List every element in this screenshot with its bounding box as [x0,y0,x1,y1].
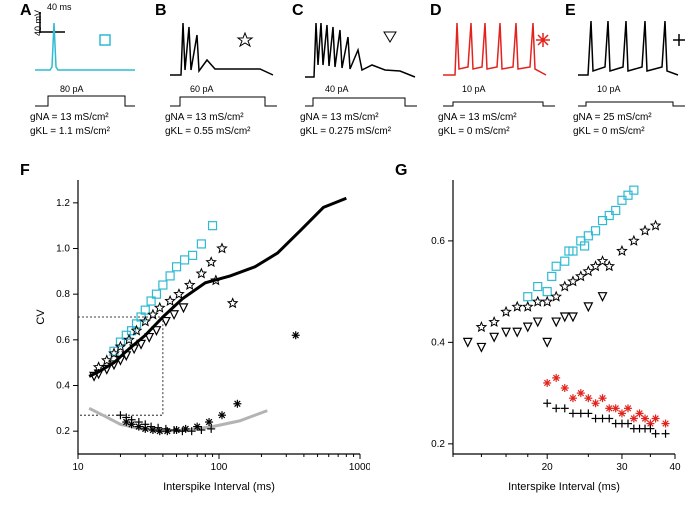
panel-a-stim-label: 80 pA [60,84,84,94]
panel-b-trace [165,15,280,90]
panel-b-stim [165,92,280,110]
panel-d-gkl: gKL = 0 mS/cm² [438,126,510,139]
scale-x: 40 ms [47,2,72,12]
svg-text:0.2: 0.2 [56,426,70,437]
svg-text:1.0: 1.0 [56,244,70,255]
panel-c-stim [300,92,420,110]
svg-text:CV: CV [35,309,47,325]
svg-text:0.6: 0.6 [56,335,70,346]
svg-text:1.2: 1.2 [56,198,70,209]
panel-a-gna: gNA = 13 mS/cm² [30,112,109,125]
panel-e-stim [573,92,688,110]
panel-c-gna: gNA = 13 mS/cm² [300,112,379,125]
panel-e-gkl: gKL = 0 mS/cm² [573,126,645,139]
panel-d-gna: gNA = 13 mS/cm² [438,112,517,125]
panel-c-gkl: gKL = 0.275 mS/cm² [300,126,391,139]
panel-c-trace [300,15,420,90]
svg-text:20: 20 [542,462,554,473]
panel-a-stim [30,92,140,110]
panel-a-trace [30,15,140,90]
svg-text:1000: 1000 [349,462,370,473]
panel-b-gkl: gKL = 0.55 mS/cm² [165,126,251,139]
svg-text:Interspike Interval (ms): Interspike Interval (ms) [163,481,275,493]
panel-e-stim-label: 10 pA [597,84,621,94]
svg-text:100: 100 [211,462,228,473]
panel-f-chart: 0.2 0.4 0.6 0.8 1.0 1.2 10 100 1000 Interspike In… [30,170,370,500]
svg-text:0.4: 0.4 [56,381,70,392]
svg-text:0.6: 0.6 [431,236,445,247]
svg-text:30: 30 [616,462,628,473]
panel-d-stim [438,92,558,110]
panel-c-stim-label: 40 pA [325,84,349,94]
panel-f-label: F [20,162,30,180]
svg-text:40: 40 [669,462,681,473]
panel-a-gkl: gKL = 1.1 mS/cm² [30,126,110,139]
panel-b-gna: gNA = 13 mS/cm² [165,112,244,125]
svg-text:0.4: 0.4 [431,337,445,348]
svg-text:10: 10 [72,462,84,473]
panel-e-gna: gNA = 25 mS/cm² [573,112,652,125]
panel-e-trace [573,15,688,90]
panel-d-trace [438,15,558,90]
panel-g-chart: 0.2 0.4 0.6 20 30 40 Interspike Interval (ms) [405,170,685,500]
panel-b-stim-label: 60 pA [190,84,214,94]
svg-text:0.8: 0.8 [56,289,70,300]
svg-text:0.2: 0.2 [431,439,445,450]
svg-text:Interspike Interval (ms): Interspike Interval (ms) [508,481,620,493]
panel-d-stim-label: 10 pA [462,84,486,94]
